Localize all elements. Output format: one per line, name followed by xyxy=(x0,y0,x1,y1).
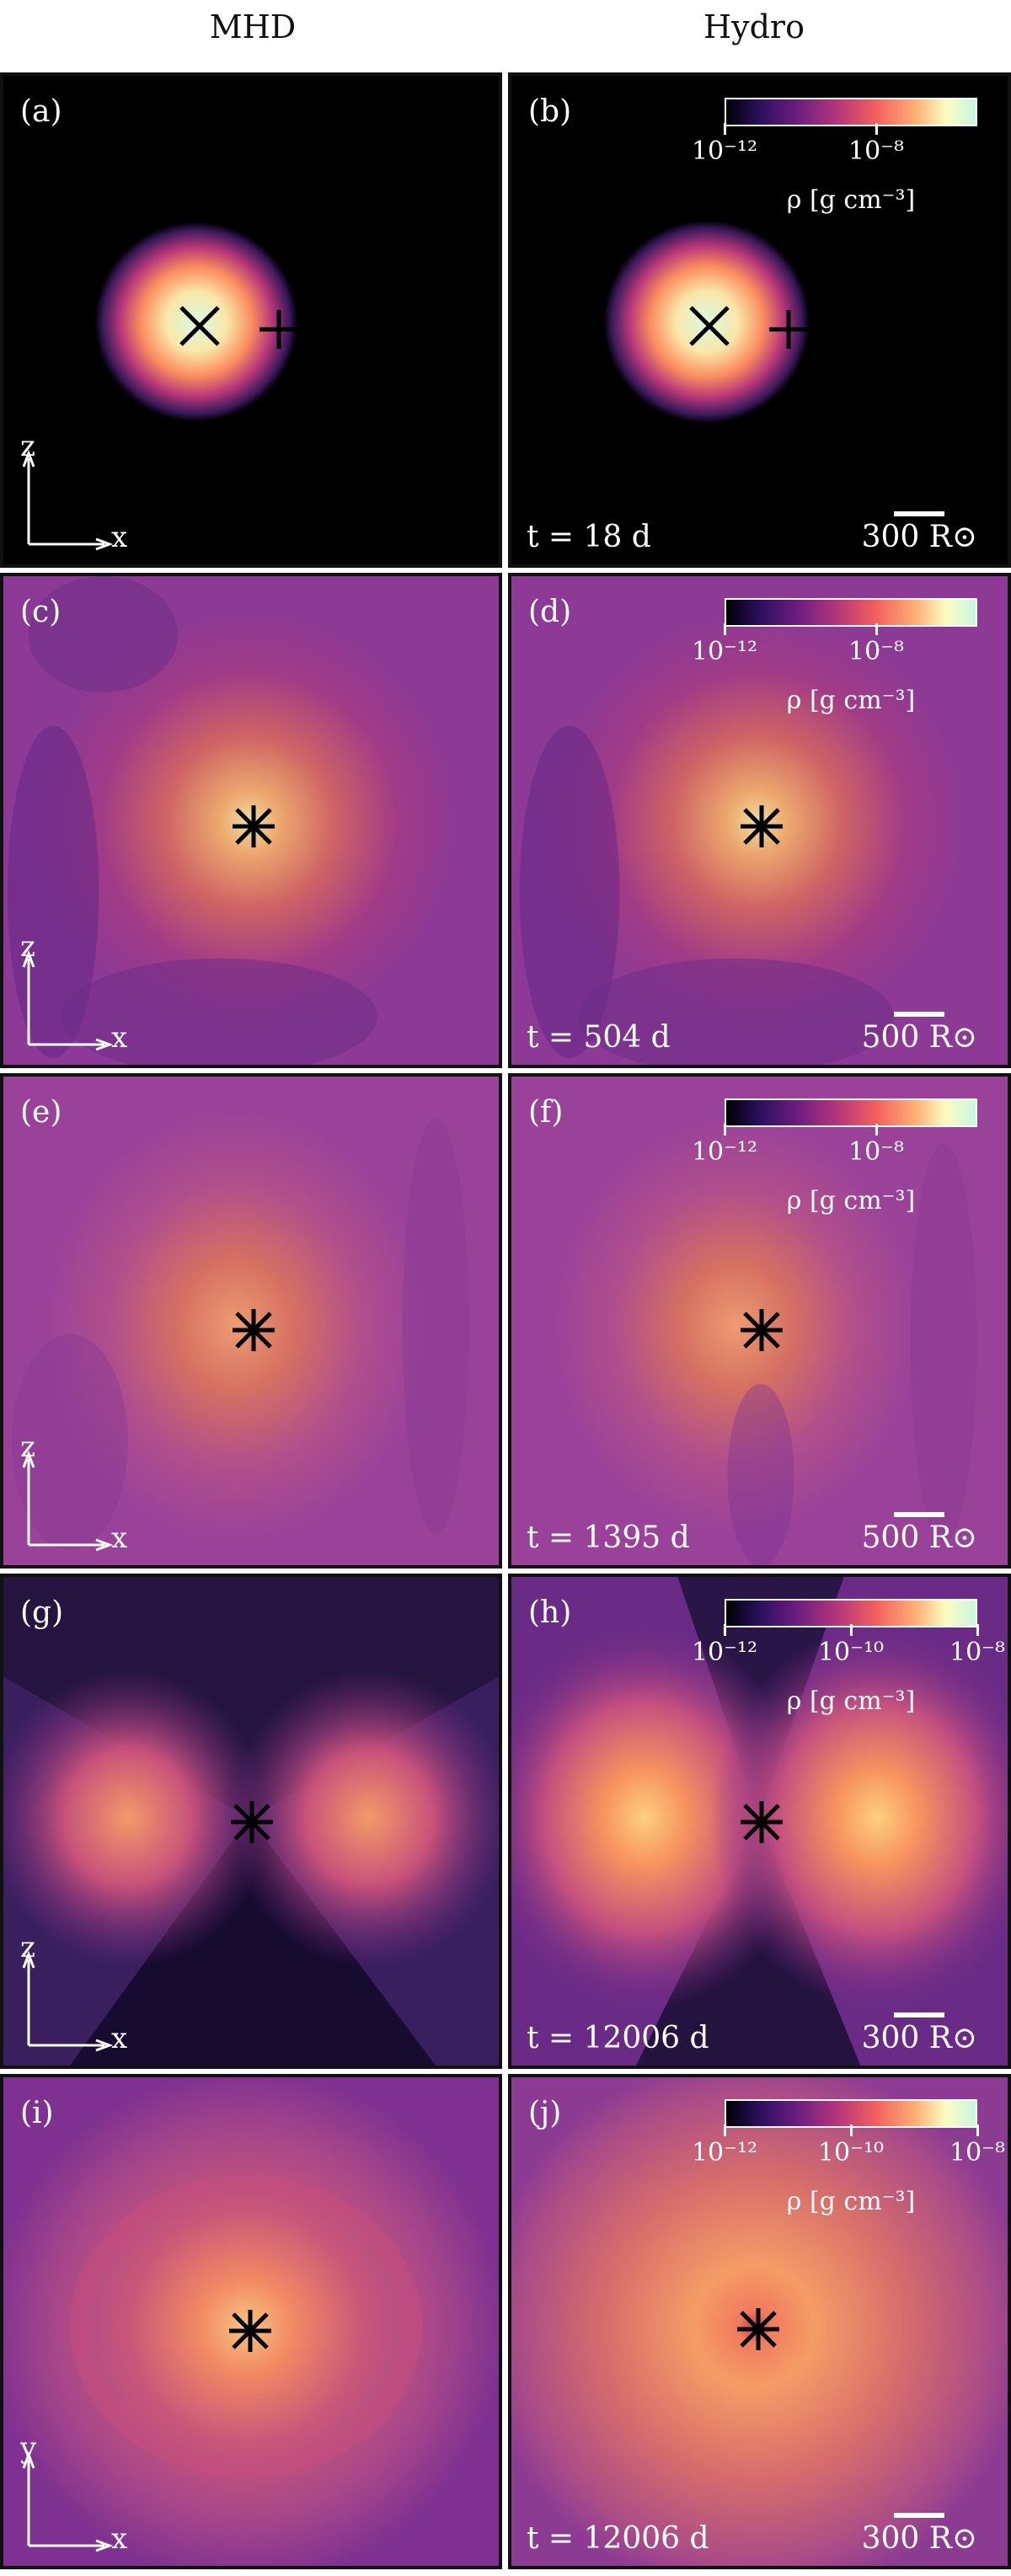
panel-h: (h) 10⁻¹² 10⁻¹⁰ 10⁻⁸ ρ [g cm⁻³] t = 1200… xyxy=(508,1574,1011,2069)
colorbar: 10⁻¹² 10⁻¹⁰ 10⁻⁸ ρ [g cm⁻³] xyxy=(692,2099,1005,2216)
binary-marker xyxy=(741,1801,783,1846)
colorbar-label: ρ [g cm⁻³] xyxy=(786,1186,916,1216)
panel-label: (c) xyxy=(20,595,62,629)
colorbar-label: ρ [g cm⁻³] xyxy=(786,2187,916,2216)
companion-marker xyxy=(769,310,808,352)
axis-label-horizontal: x xyxy=(111,2022,128,2055)
axis-indicator: z x xyxy=(20,930,130,1055)
panel-label: (h) xyxy=(528,1595,572,1630)
density-map xyxy=(3,1077,499,1565)
colorbar-tick: 10⁻¹⁰ xyxy=(818,2124,884,2167)
colorbar-tick: 10⁻¹² xyxy=(692,623,757,666)
density-map xyxy=(511,576,1008,1065)
scale-bar: 300 R⊙ xyxy=(862,511,977,554)
density-map xyxy=(511,76,1008,564)
panel-d: (d) 10⁻¹² 10⁻⁸ ρ [g cm⁻³] t = 504 d 500 … xyxy=(508,573,1011,1068)
axis-indicator: y x xyxy=(20,2431,130,2556)
colorbar-gradient xyxy=(725,98,977,126)
colorbar: 10⁻¹² 10⁻⁸ ρ [g cm⁻³] xyxy=(692,98,977,215)
colorbar: 10⁻¹² 10⁻⁸ ρ [g cm⁻³] xyxy=(692,598,977,715)
colorbar-gradient xyxy=(725,1599,977,1627)
binary-marker xyxy=(233,805,275,851)
panel-label: (f) xyxy=(528,1095,564,1130)
axis-label-vertical: y xyxy=(20,2431,37,2465)
axis-label-vertical: z xyxy=(20,1931,35,1964)
panel-label: (d) xyxy=(528,595,572,629)
binary-marker xyxy=(741,1309,783,1355)
scale-bar: 500 R⊙ xyxy=(862,1512,977,1555)
axis-indicator: z x xyxy=(20,1430,130,1555)
panel-g: (g) z x xyxy=(0,1574,502,2069)
panel-b: (b) 10⁻¹² 10⁻⁸ ρ [g cm⁻³] t = 18 d 300 R… xyxy=(508,72,1011,568)
colorbar-label: ρ [g cm⁻³] xyxy=(786,185,916,215)
column-title-mhd: MHD xyxy=(209,8,297,45)
axis-label-horizontal: x xyxy=(111,2522,128,2556)
colorbar-tick: 10⁻⁸ xyxy=(848,623,904,666)
axis-label-vertical: z xyxy=(20,1430,35,1464)
axis-label-horizontal: x xyxy=(111,1521,128,1555)
binary-marker xyxy=(741,805,783,851)
time-label: t = 1395 d xyxy=(527,1520,690,1555)
binary-marker xyxy=(231,1801,273,1846)
binary-marker xyxy=(229,2310,271,2355)
colorbar: 10⁻¹² 10⁻¹⁰ 10⁻⁸ ρ [g cm⁻³] xyxy=(692,1599,1005,1716)
axis-label-vertical: z xyxy=(20,930,35,964)
panel-i: (i) y x xyxy=(0,2074,502,2569)
colorbar-gradient xyxy=(725,598,977,627)
scale-bar: 300 R⊙ xyxy=(862,2012,977,2055)
panel-a: (a) z x xyxy=(0,72,502,568)
time-label: t = 18 d xyxy=(527,520,651,554)
primary-star-marker xyxy=(179,305,221,350)
colorbar-label: ρ [g cm⁻³] xyxy=(786,1686,916,1716)
colorbar-gradient xyxy=(725,2099,977,2128)
panel-label: (e) xyxy=(20,1095,62,1130)
time-label: t = 12006 d xyxy=(527,2521,709,2556)
time-label: t = 504 d xyxy=(527,1020,671,1055)
panel-label: (j) xyxy=(528,2096,562,2130)
axis-label-vertical: z xyxy=(20,430,35,463)
binary-marker xyxy=(233,1309,275,1355)
companion-marker xyxy=(259,310,298,352)
colorbar-tick: 10⁻⁸ xyxy=(848,123,904,166)
colorbar-tick: 10⁻¹⁰ xyxy=(818,1624,884,1667)
colorbar-tick: 10⁻¹² xyxy=(692,1124,757,1167)
column-title-hydro: Hydro xyxy=(703,8,805,45)
colorbar-tick: 10⁻⁸ xyxy=(949,1624,1005,1667)
density-map xyxy=(511,1577,1008,2066)
colorbar-label: ρ [g cm⁻³] xyxy=(786,686,916,715)
colorbar-tick: 10⁻¹² xyxy=(692,2124,757,2167)
panel-label: (b) xyxy=(528,94,572,129)
panel-c: (c) z x xyxy=(0,573,502,1068)
axis-label-horizontal: x xyxy=(111,1021,128,1055)
panel-label: (a) xyxy=(20,94,62,129)
colorbar: 10⁻¹² 10⁻⁸ ρ [g cm⁻³] xyxy=(692,1098,977,1216)
panel-label: (i) xyxy=(20,2096,54,2130)
time-label: t = 12006 d xyxy=(527,2021,709,2055)
primary-star-marker xyxy=(688,305,730,350)
scale-bar: 300 R⊙ xyxy=(862,2513,977,2556)
colorbar-tick: 10⁻⁸ xyxy=(848,1124,904,1167)
panel-label: (g) xyxy=(20,1595,64,1630)
panel-f: (f) 10⁻¹² 10⁻⁸ ρ [g cm⁻³] t = 1395 d 500… xyxy=(508,1073,1011,1569)
colorbar-gradient xyxy=(725,1098,977,1127)
binary-marker xyxy=(737,2308,779,2354)
scale-bar: 500 R⊙ xyxy=(862,1012,977,1055)
axis-label-horizontal: x xyxy=(111,521,128,554)
panel-e: (e) z x xyxy=(0,1073,502,1569)
axis-indicator: z x xyxy=(20,430,130,554)
colorbar-tick: 10⁻⁸ xyxy=(949,2124,1005,2167)
axis-indicator: z x xyxy=(20,1931,130,2055)
colorbar-tick: 10⁻¹² xyxy=(692,1624,757,1667)
panel-j: (j) 10⁻¹² 10⁻¹⁰ 10⁻⁸ ρ [g cm⁻³] t = 1200… xyxy=(508,2074,1011,2569)
colorbar-tick: 10⁻¹² xyxy=(692,123,757,166)
